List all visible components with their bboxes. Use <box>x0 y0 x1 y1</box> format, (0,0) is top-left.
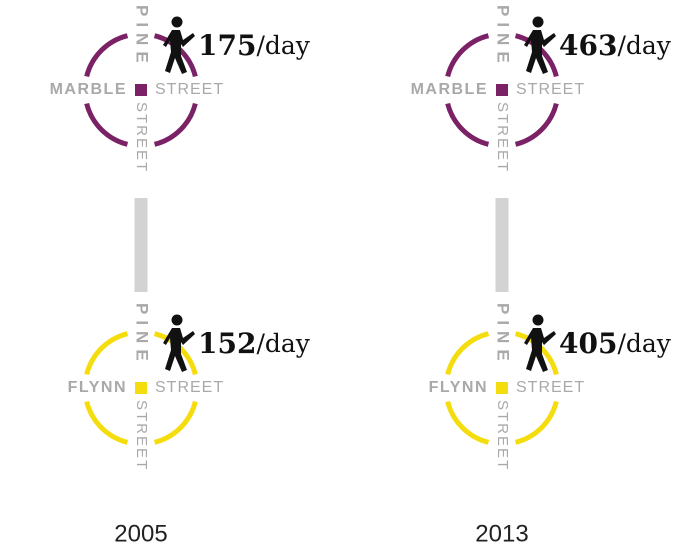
count-value: 152 <box>198 327 256 360</box>
daily-count: 405/day <box>559 327 672 360</box>
main-street-name: PINE <box>133 5 152 69</box>
count-unit: /day <box>617 31 671 60</box>
daily-count: 463/day <box>559 29 672 62</box>
intersection-square <box>135 382 147 394</box>
walker-body <box>524 328 556 372</box>
walker-head <box>532 16 544 28</box>
count-value: 405 <box>559 327 617 360</box>
walker-head <box>171 314 183 326</box>
street-connector <box>495 198 509 292</box>
main-street-name: PINE <box>133 303 152 367</box>
intersection-arc <box>514 102 559 147</box>
intersection-arc <box>514 400 559 445</box>
year-label: 2005 <box>114 520 167 547</box>
intersection-arc <box>84 102 129 147</box>
intersection-arc <box>445 331 490 376</box>
year-label: 2013 <box>475 520 528 547</box>
intersection-arc <box>84 400 129 445</box>
intersection-arc <box>153 102 198 147</box>
intersection-square <box>496 382 508 394</box>
street-connector <box>134 198 148 292</box>
intersection-square <box>135 84 147 96</box>
count-unit: /day <box>617 329 671 358</box>
count-unit: /day <box>256 31 310 60</box>
intersection-arc <box>153 400 198 445</box>
daily-count: 175/day <box>198 29 311 62</box>
main-street-suffix: STREET <box>133 102 150 173</box>
walker-head <box>171 16 183 28</box>
walker-body <box>163 328 195 372</box>
cross-street-name: MARBLE <box>50 81 127 98</box>
cross-street-name: MARBLE <box>411 81 488 98</box>
cross-street-suffix: STREET <box>155 81 224 98</box>
cross-street-suffix: STREET <box>516 81 585 98</box>
main-street-name: PINE <box>494 5 513 69</box>
count-unit: /day <box>256 329 310 358</box>
intersection-arc <box>445 102 490 147</box>
cross-street-suffix: STREET <box>516 379 585 396</box>
cross-street-name: FLYNN <box>68 379 127 396</box>
daily-count: 152/day <box>198 327 311 360</box>
intersection-arc <box>84 33 129 78</box>
cross-street-suffix: STREET <box>155 379 224 396</box>
main-street-name: PINE <box>494 303 513 367</box>
intersection-arc <box>445 33 490 78</box>
main-street-suffix: STREET <box>494 400 511 471</box>
intersection-square <box>496 84 508 96</box>
walker-body <box>163 30 195 74</box>
cross-street-name: FLYNN <box>429 379 488 396</box>
walker-body <box>524 30 556 74</box>
main-street-suffix: STREET <box>133 400 150 471</box>
intersection-arc <box>84 331 129 376</box>
main-street-suffix: STREET <box>494 102 511 173</box>
count-value: 463 <box>559 29 617 62</box>
intersection-arc <box>445 400 490 445</box>
count-value: 175 <box>198 29 256 62</box>
walker-head <box>532 314 544 326</box>
